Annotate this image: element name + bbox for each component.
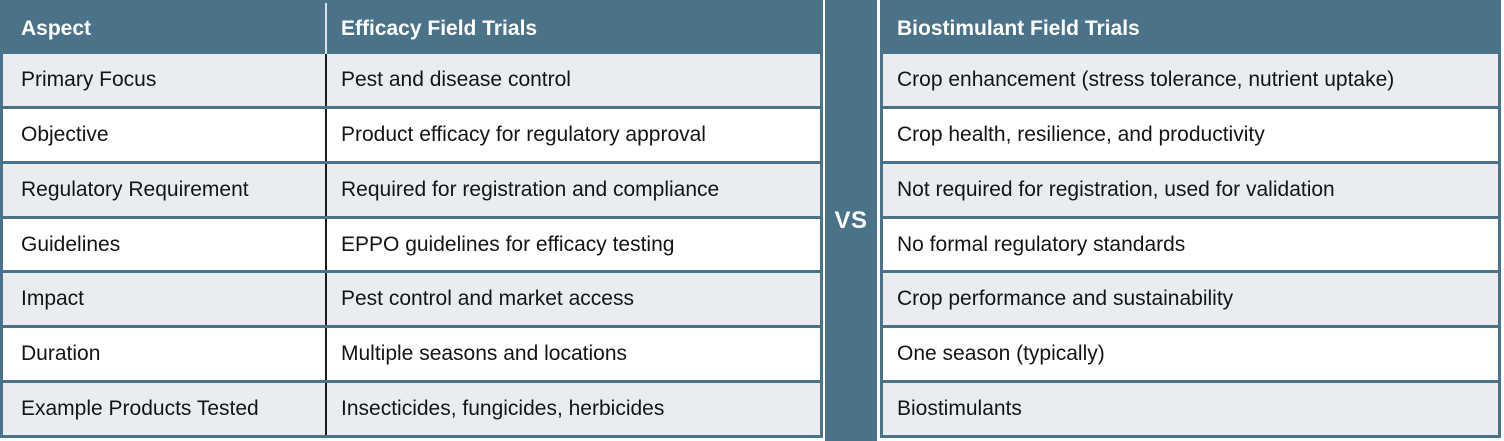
biostimulant-value-cell: One season (typically) (897, 342, 1105, 366)
table-row: Crop performance and sustainability (883, 270, 1498, 326)
table-row: Not required for registration, used for … (883, 160, 1498, 216)
biostimulant-table: Biostimulant Field Trials Crop enhanceme… (880, 0, 1501, 438)
biostimulant-value-cell: Crop health, resilience, and productivit… (897, 122, 1265, 146)
table-row: Regulatory Requirement Required for regi… (3, 160, 820, 216)
table-row: One season (typically) (883, 325, 1498, 381)
aspect-cell: Duration (21, 342, 101, 366)
efficacy-column-header: Efficacy Field Trials (325, 3, 820, 54)
efficacy-value-cell: EPPO guidelines for efficacy testing (325, 218, 820, 271)
efficacy-value-cell: Multiple seasons and locations (325, 328, 820, 381)
biostimulant-value-cell: Not required for registration, used for … (897, 177, 1335, 201)
table-row: Primary Focus Pest and disease control (3, 54, 820, 106)
efficacy-table-header-row: Aspect Efficacy Field Trials (3, 3, 820, 54)
table-row: Biostimulants (883, 380, 1498, 436)
efficacy-value-cell: Pest control and market access (325, 273, 820, 326)
table-row: Example Products Tested Insecticides, fu… (3, 380, 820, 436)
biostimulant-value-cell: No formal regulatory standards (897, 232, 1186, 256)
efficacy-table-body: Primary Focus Pest and disease control O… (3, 54, 820, 436)
efficacy-value-cell: Pest and disease control (325, 54, 820, 106)
biostimulant-value-cell: Crop performance and sustainability (897, 287, 1234, 311)
efficacy-value-cell: Product efficacy for regulatory approval (325, 108, 820, 161)
vs-label: VS (834, 206, 868, 234)
aspect-cell: Primary Focus (21, 67, 157, 91)
biostimulant-table-body: Crop enhancement (stress tolerance, nutr… (883, 54, 1498, 436)
efficacy-table: Aspect Efficacy Field Trials Primary Foc… (0, 0, 823, 438)
vs-divider: VS (825, 0, 877, 441)
table-row: Guidelines EPPO guidelines for efficacy … (3, 215, 820, 271)
aspect-cell: Objective (21, 122, 109, 146)
biostimulant-column-header: Biostimulant Field Trials (897, 16, 1140, 40)
table-row: Crop health, resilience, and productivit… (883, 105, 1498, 161)
aspect-cell: Guidelines (21, 232, 121, 256)
aspect-column-header: Aspect (21, 16, 92, 40)
table-row: Objective Product efficacy for regulator… (3, 105, 820, 161)
efficacy-value-cell: Insecticides, fungicides, herbicides (325, 383, 820, 436)
biostimulant-value-cell: Crop enhancement (stress tolerance, nutr… (897, 67, 1395, 91)
table-row: Impact Pest control and market access (3, 270, 820, 326)
aspect-cell: Impact (21, 287, 85, 311)
biostimulant-value-cell: Biostimulants (897, 397, 1022, 421)
biostimulant-table-header-row: Biostimulant Field Trials (883, 3, 1498, 54)
table-row: Duration Multiple seasons and locations (3, 325, 820, 381)
efficacy-value-cell: Required for registration and compliance (325, 163, 820, 216)
table-row: Crop enhancement (stress tolerance, nutr… (883, 54, 1498, 106)
aspect-cell: Example Products Tested (21, 397, 259, 421)
table-row: No formal regulatory standards (883, 215, 1498, 271)
aspect-cell: Regulatory Requirement (21, 177, 249, 201)
